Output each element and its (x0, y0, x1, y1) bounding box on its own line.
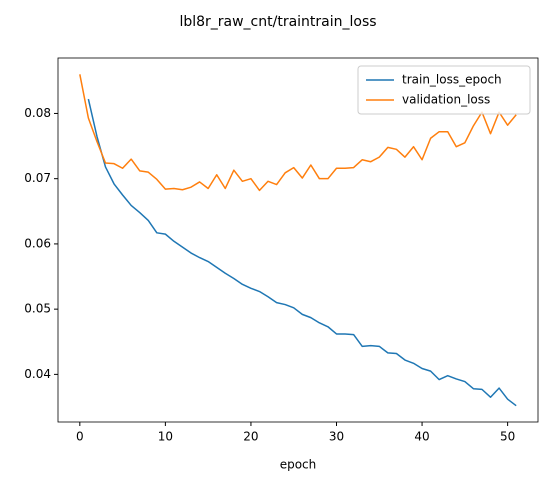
x-tick-label: 40 (414, 430, 429, 444)
x-tick-label: 20 (243, 430, 258, 444)
legend-box (357, 65, 531, 115)
line-series (79, 74, 517, 192)
legend-label: validation_loss (402, 93, 490, 107)
y-tick-label: 0.04 (24, 367, 51, 381)
x-tick-label: 0 (76, 430, 84, 444)
y-tick-label: 0.05 (24, 302, 51, 316)
chart-title: lbl8r_raw_cnt/traintrain_loss (179, 14, 376, 30)
x-tick-label: 50 (500, 430, 515, 444)
x-axis-label: epoch (280, 458, 317, 472)
line-series (87, 98, 517, 407)
axes-frame (57, 57, 539, 423)
y-tick-label: 0.08 (24, 106, 51, 120)
y-tick-label: 0.06 (24, 236, 51, 250)
x-tick-label: 30 (329, 430, 344, 444)
y-tick-label: 0.07 (24, 171, 51, 185)
legend-label: train_loss_epoch (402, 73, 502, 87)
legend: train_loss_epoch validation_loss (357, 65, 531, 115)
x-tick-label: 10 (158, 430, 173, 444)
